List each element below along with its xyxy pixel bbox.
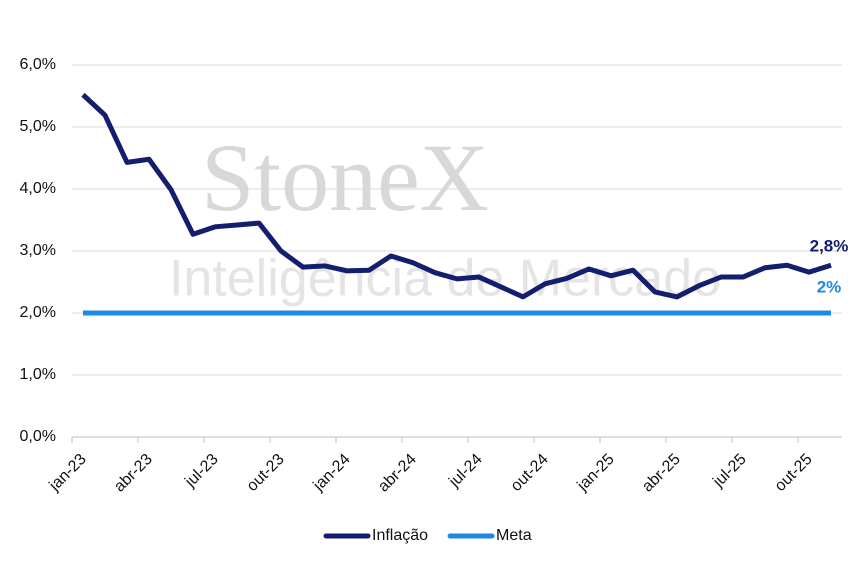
value-label: 2,8%	[810, 237, 849, 256]
watermark-logo: StoneX	[201, 124, 489, 231]
x-tick-label: abr-24	[375, 451, 420, 496]
x-tick-label: jul-24	[445, 451, 485, 491]
y-tick-label: 3,0%	[20, 242, 56, 259]
y-tick-label: 4,0%	[20, 180, 56, 197]
x-tick-label: jan-25	[574, 451, 618, 495]
value-label: 2%	[817, 277, 842, 296]
x-tick-label: jul-23	[181, 451, 221, 491]
x-tick-label: jul-25	[709, 451, 749, 491]
x-tick-label: out-23	[244, 451, 288, 495]
x-tick-label: out-25	[772, 451, 816, 495]
x-tick-label: jan-24	[310, 451, 354, 495]
y-tick-label: 6,0%	[20, 56, 56, 73]
x-tick-label: abr-25	[639, 451, 684, 496]
legend-label: Inflação	[372, 527, 428, 544]
x-tick-label: jan-23	[46, 451, 90, 495]
y-tick-label: 0,0%	[20, 428, 56, 445]
y-tick-label: 5,0%	[20, 118, 56, 135]
x-tick-label: out-24	[508, 451, 552, 495]
watermark-subtitle: Inteligência de Mercado	[169, 250, 721, 308]
series-line	[81, 92, 832, 300]
x-tick-label: abr-23	[111, 451, 156, 496]
y-tick-label: 2,0%	[20, 304, 56, 321]
y-tick-label: 1,0%	[20, 366, 56, 383]
legend-label: Meta	[496, 527, 532, 544]
